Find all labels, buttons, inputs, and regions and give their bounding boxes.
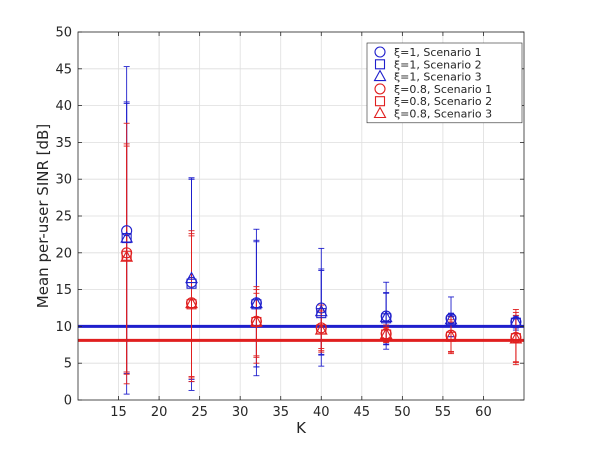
data-point-triangle [249,296,263,309]
y-tick-label: 15 [55,283,72,298]
data-point-circle [315,302,327,314]
legend-entry: ξ=0.8, Scenario 2 [394,95,492,108]
data-point-triangle [509,331,523,344]
legend-entry: ξ=1, Scenario 3 [394,71,482,84]
legend-marker [373,106,387,119]
data-point-triangle [444,312,458,325]
y-tick-label: 25 [55,210,72,225]
data-point-square [251,299,262,310]
x-tick-label: 35 [272,405,289,420]
y-tick-label: 20 [55,246,72,261]
y-tick-label: 30 [55,173,72,188]
data-point-triangle [444,329,458,342]
legend-marker [373,69,387,82]
data-point-square [186,278,197,289]
x-tick-label: 30 [232,405,249,420]
data-point-triangle [120,250,134,262]
legend: ξ=1, Scenario 1ξ=1, Scenario 2ξ=1, Scena… [366,42,523,124]
x-tick-label: 50 [394,405,411,420]
y-tick-label: 10 [55,320,72,335]
data-point-triangle [249,314,263,327]
y-tick-label: 50 [55,26,72,41]
data-point-triangle [379,310,393,323]
x-axis-label: K [296,419,307,437]
markers [120,225,523,344]
data-point-square [186,299,197,310]
axis-ticks: 15 20 25 30 35 40 45 50 55 60 0 5 10 15 20 25 30 35 40 45 50 [55,26,524,420]
data-point-square [510,317,521,328]
data-point-triangle [509,314,523,327]
x-tick-label: 25 [191,405,208,420]
y-tick-label: 0 [64,394,72,409]
legend-box [366,42,523,124]
data-point-circle [121,225,133,237]
legend-entry: ξ=0.8, Scenario 3 [394,108,492,121]
legend-marker [374,46,386,58]
legend-entry: ξ=0.8, Scenario 1 [394,83,492,96]
y-tick-label: 40 [55,99,72,114]
x-tick-label: 45 [354,405,371,420]
y-axis-label: Mean per-user SINR [dB] [34,124,52,308]
data-point-triangle [120,230,134,243]
legend-marker [374,83,386,95]
legend-entry: ξ=1, Scenario 2 [394,58,482,71]
legend-entry: ξ=1, Scenario 1 [394,46,482,59]
legend-marker [374,96,386,107]
data-point-square [445,315,457,326]
data-point-triangle [185,271,198,284]
x-tick-label: 60 [475,405,492,420]
x-tick-label: 40 [313,405,330,420]
legend-marker [374,59,386,70]
y-tick-label: 5 [64,357,72,372]
x-tick-label: 55 [435,405,452,420]
y-tick-label: 45 [55,62,72,77]
data-point-triangle [314,322,328,335]
x-tick-label: 20 [151,405,168,420]
data-point-triangle [185,296,198,309]
y-tick-label: 35 [55,136,72,151]
data-point-triangle [314,304,328,317]
data-point-triangle [379,327,393,340]
data-point-square [381,313,392,324]
x-tick-label: 15 [110,405,127,420]
